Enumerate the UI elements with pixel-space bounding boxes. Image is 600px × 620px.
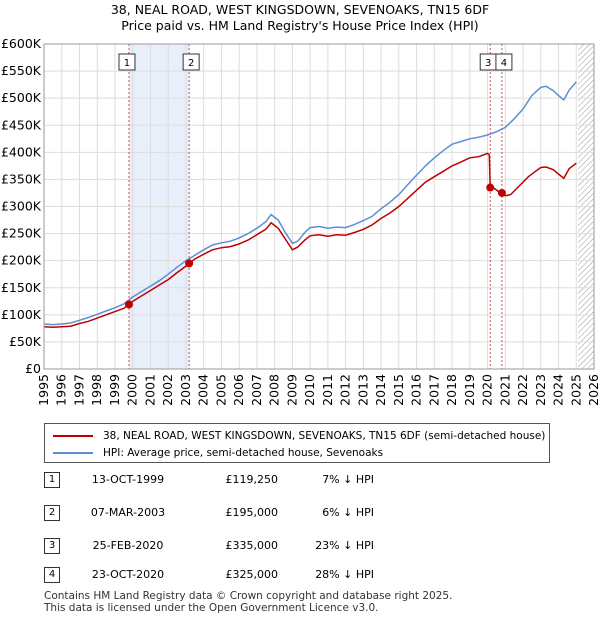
- x-tick-label: 1995: [36, 374, 51, 406]
- y-tick-label: £550K: [1, 63, 42, 78]
- transaction-point: [486, 183, 495, 192]
- transaction-point: [497, 188, 506, 197]
- y-tick-label: £300K: [1, 199, 42, 214]
- transaction-price: £335,000: [225, 539, 279, 552]
- footer-line-1: Contains HM Land Registry data © Crown c…: [44, 590, 453, 602]
- table-row: 1 13-OCT-1999 £119,250 7% ↓ HPI: [44, 472, 384, 492]
- hpi-series-line: [44, 81, 577, 326]
- y-tick-label: £100K: [1, 307, 42, 322]
- legend-item-property: 38, NEAL ROAD, WEST KINGSDOWN, SEVENOAKS…: [53, 428, 545, 444]
- transaction-hpi-diff: 23% ↓ HPI: [315, 539, 374, 552]
- transaction-hpi-diff: 28% ↓ HPI: [315, 568, 374, 581]
- y-tick-label: £600K: [1, 36, 42, 51]
- transaction-price: £195,000: [225, 506, 279, 519]
- x-tick-label: 2022: [515, 374, 530, 406]
- transaction-number: 4: [44, 567, 60, 583]
- x-tick-label: 2008: [267, 374, 282, 406]
- legend: 38, NEAL ROAD, WEST KINGSDOWN, SEVENOAKS…: [44, 423, 550, 463]
- transaction-price: £325,000: [225, 568, 279, 581]
- legend-label-hpi: HPI: Average price, semi-detached house,…: [103, 447, 384, 459]
- title-line-1: 38, NEAL ROAD, WEST KINGSDOWN, SEVENOAKS…: [110, 2, 490, 17]
- footer-line-2: This data is licensed under the Open Gov…: [44, 602, 379, 614]
- x-tick-label: 2014: [373, 374, 388, 406]
- property-series-line: [44, 152, 577, 329]
- x-tick-label: 2018: [444, 374, 459, 406]
- x-tick-label: 2023: [533, 374, 548, 406]
- x-tick-label: 2011: [320, 374, 335, 406]
- transaction-price: £119,250: [225, 473, 279, 486]
- y-tick-label: £0: [25, 361, 41, 376]
- y-tick-label: £200K: [1, 253, 42, 268]
- y-axis-labels: £0 £50K £100K £150K £200K £250K £300K £350K £400…: [1, 36, 42, 376]
- transaction-date: 25-FEB-2020: [92, 539, 164, 552]
- y-tick-label: £500K: [1, 90, 42, 105]
- table-row: 3 25-FEB-2020 £335,000 23% ↓ HPI: [44, 538, 384, 558]
- y-tick-label: £150K: [1, 280, 42, 295]
- transaction-date: 13-OCT-1999: [91, 473, 165, 486]
- x-tick-label: 2015: [391, 374, 406, 406]
- y-tick-label: £50K: [9, 334, 42, 349]
- transaction-marker-label: 4: [501, 58, 507, 69]
- transaction-hpi-diff: 7% ↓ HPI: [322, 473, 374, 486]
- transaction-point: [124, 300, 133, 309]
- x-tick-label: 2013: [355, 374, 370, 406]
- legend-swatch-hpi: [53, 452, 93, 454]
- transaction-point: [185, 259, 194, 268]
- x-tick-label: 2021: [497, 374, 512, 406]
- table-row: 4 23-OCT-2020 £325,000 28% ↓ HPI: [44, 567, 384, 587]
- x-tick-label: 2000: [125, 374, 140, 406]
- transaction-points: [124, 183, 506, 309]
- y-tick-label: £450K: [1, 117, 42, 132]
- x-tick-label: 1998: [89, 374, 104, 406]
- x-tick-label: 2026: [586, 374, 600, 406]
- table-row: 2 07-MAR-2003 £195,000 6% ↓ HPI: [44, 505, 384, 525]
- transaction-number: 1: [44, 472, 60, 488]
- y-tick-label: £400K: [1, 144, 42, 159]
- y-tick-label: £250K: [1, 226, 42, 241]
- transaction-date: 23-OCT-2020: [91, 568, 165, 581]
- footer: Contains HM Land Registry data © Crown c…: [44, 590, 452, 614]
- x-tick-label: 2004: [196, 374, 211, 406]
- x-tick-label: 1999: [107, 374, 122, 406]
- x-tick-label: 2016: [409, 374, 424, 406]
- transaction-date: 07-MAR-2003: [90, 506, 166, 519]
- transaction-marker-label: 1: [124, 58, 130, 69]
- x-tick-label: 2020: [480, 374, 495, 406]
- chart-title: 38, NEAL ROAD, WEST KINGSDOWN, SEVENOAKS…: [0, 2, 600, 34]
- legend-label-property: 38, NEAL ROAD, WEST KINGSDOWN, SEVENOAKS…: [103, 430, 546, 442]
- legend-swatch-property: [53, 435, 93, 437]
- transaction-number: 2: [44, 505, 60, 521]
- x-tick-label: 1997: [71, 374, 86, 406]
- x-tick-label: 2005: [213, 374, 228, 406]
- legend-item-hpi: HPI: Average price, semi-detached house,…: [53, 445, 383, 461]
- x-tick-label: 2003: [178, 374, 193, 406]
- x-tick-label: 2009: [284, 374, 299, 406]
- plot-border: [43, 43, 595, 370]
- transaction-number: 3: [44, 538, 60, 554]
- transaction-marker-box: [118, 53, 136, 71]
- x-tick-label: 2012: [338, 374, 353, 406]
- transaction-marker-box: [495, 53, 513, 71]
- x-tick-label: 2001: [142, 374, 157, 406]
- x-axis-labels: 1995 1996 1997 1998 1999 2000 2001 2002 2003 2004…: [36, 374, 600, 406]
- x-tick-label: 2019: [462, 374, 477, 406]
- x-tick-label: 2017: [426, 374, 441, 406]
- x-tick-label: 2024: [551, 374, 566, 406]
- transaction-marker-label: 2: [188, 58, 194, 69]
- title-line-2: Price paid vs. HM Land Registry's House …: [121, 18, 479, 33]
- x-tick-label: 2010: [302, 374, 317, 406]
- transaction-marker-box: [182, 53, 200, 71]
- transaction-marker-label: 3: [485, 58, 491, 69]
- x-tick-label: 2006: [231, 374, 246, 406]
- transaction-hpi-diff: 6% ↓ HPI: [322, 506, 374, 519]
- y-tick-label: £350K: [1, 171, 42, 186]
- x-tick-label: 2025: [568, 374, 583, 406]
- x-tick-label: 2007: [249, 374, 264, 406]
- x-tick-label: 2002: [160, 374, 175, 406]
- x-tick-label: 1996: [54, 374, 69, 406]
